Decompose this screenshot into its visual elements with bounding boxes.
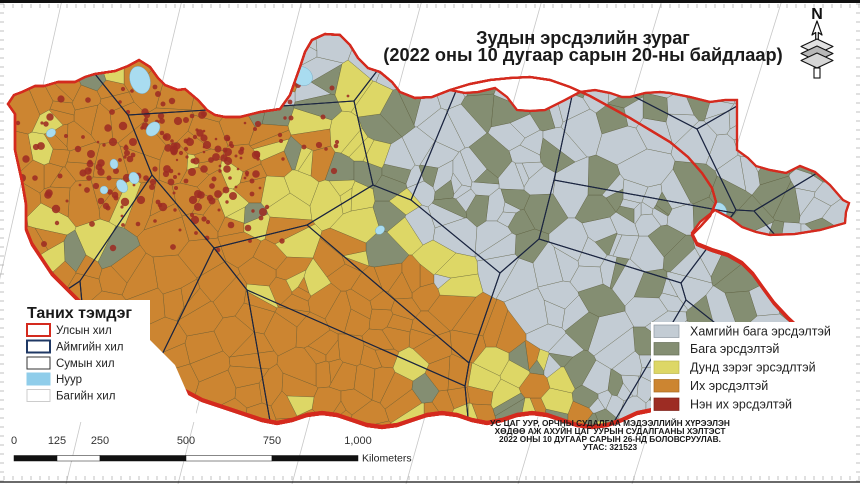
svg-text:250: 250 bbox=[91, 435, 109, 447]
svg-text:750: 750 bbox=[263, 435, 281, 447]
svg-text:125: 125 bbox=[48, 435, 66, 447]
svg-text:Сумын хил: Сумын хил bbox=[56, 358, 115, 370]
svg-text:500: 500 bbox=[177, 435, 195, 447]
svg-text:Их эрсдэлтэй: Их эрсдэлтэй bbox=[690, 379, 768, 393]
svg-text:1,000: 1,000 bbox=[344, 435, 372, 447]
svg-text:УТАС: 321523: УТАС: 321523 bbox=[583, 442, 638, 452]
svg-text:Дунд зэрэг эрсэдлтэй: Дунд зэрэг эрсэдлтэй bbox=[690, 361, 816, 375]
svg-text:Kilometers: Kilometers bbox=[362, 453, 412, 465]
svg-text:Аймгийн хил: Аймгийн хил bbox=[56, 342, 123, 354]
svg-text:Хамгийн бага эрсдэлтэй: Хамгийн бага эрсдэлтэй bbox=[690, 325, 831, 339]
svg-text:Нэн их эрсдэлтэй: Нэн их эрсдэлтэй bbox=[690, 398, 792, 412]
svg-text:Багийн хил: Багийн хил bbox=[56, 391, 115, 403]
svg-text:Улсын хил: Улсын хил bbox=[56, 325, 112, 337]
svg-text:Таних тэмдэг: Таних тэмдэг bbox=[27, 305, 132, 322]
svg-text:Бага эрсдэлтэй: Бага эрсдэлтэй bbox=[690, 342, 779, 356]
svg-text:(2022 оны 10 дугаар сарын 20-н: (2022 оны 10 дугаар сарын 20-ны байдлаар… bbox=[383, 45, 782, 65]
svg-text:0: 0 bbox=[11, 435, 17, 447]
svg-text:Нуур: Нуур bbox=[56, 374, 82, 386]
